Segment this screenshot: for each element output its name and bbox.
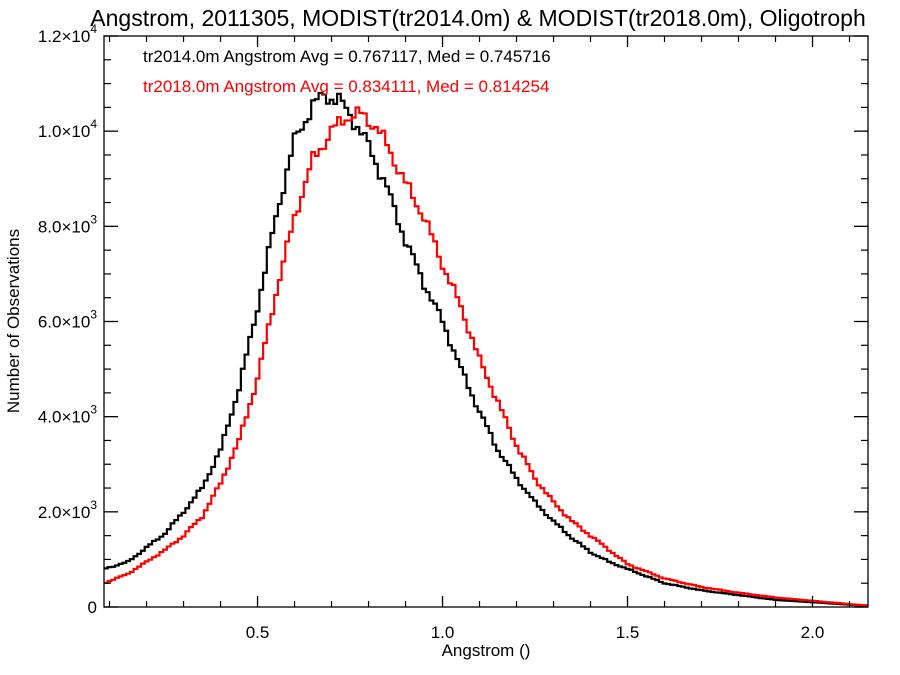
x-tick-label: 1.0 xyxy=(431,623,455,642)
x-tick-label: 0.5 xyxy=(246,623,270,642)
x-axis: 0.5 1.0 1.5 2.0 xyxy=(108,36,851,642)
y-tick-label: 0 xyxy=(88,598,97,617)
chart-title: Angstrom, 2011305, MODIST(tr2014.0m) & M… xyxy=(90,5,865,31)
series-line-1 xyxy=(104,106,868,607)
x-tick-label: 2.0 xyxy=(801,623,825,642)
y-axis-label: Number of Observations xyxy=(4,229,23,413)
y-tick-label: 4.0×103 xyxy=(38,403,97,427)
y-tick-label: 1.0×104 xyxy=(38,117,97,141)
x-tick-label: 1.5 xyxy=(616,623,640,642)
annotation-tr2018: tr2018.0m Angstrom Avg = 0.834111, Med =… xyxy=(143,77,549,96)
y-tick-label: 8.0×103 xyxy=(38,212,97,236)
annotation-tr2014: tr2014.0m Angstrom Avg = 0.767117, Med =… xyxy=(143,47,551,66)
series-line-0 xyxy=(104,91,868,608)
series-layer xyxy=(104,91,868,608)
y-axis: 0 2.0×103 4.0×103 6.0×103 8.0×103 1.0×104 1.2×… xyxy=(38,22,868,617)
y-tick-label: 6.0×103 xyxy=(38,308,97,332)
y-tick-label: 2.0×103 xyxy=(38,498,97,522)
y-tick-label: 1.2×104 xyxy=(38,22,97,46)
x-axis-label: Angstrom () xyxy=(442,641,531,660)
